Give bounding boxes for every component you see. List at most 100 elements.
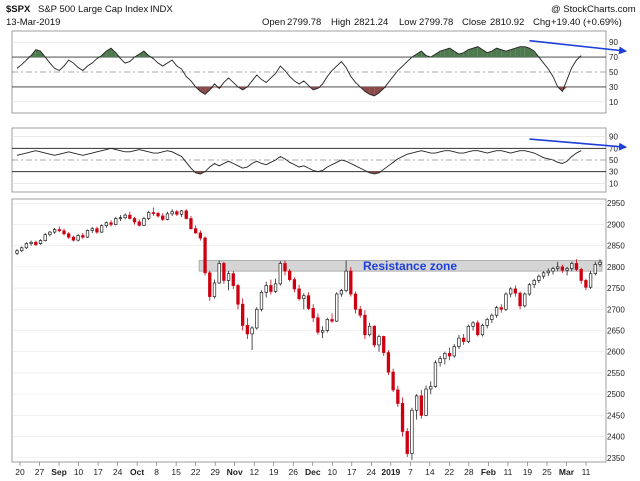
candle-body bbox=[104, 222, 108, 227]
candle-body bbox=[588, 273, 593, 288]
x-axis: 20 27 Sep 10 17 24 Oct 8 15 22 29 Nov 12 19 26 Dec 10 17 2… bbox=[15, 462, 591, 477]
candle bbox=[494, 305, 499, 318]
candle bbox=[335, 292, 339, 323]
candle bbox=[499, 304, 503, 313]
x-tick-label: 7 bbox=[408, 467, 413, 477]
candle-body bbox=[255, 308, 259, 329]
candle-body bbox=[593, 263, 597, 275]
candle bbox=[579, 267, 583, 284]
candle-body bbox=[419, 395, 423, 416]
candle bbox=[76, 233, 80, 242]
price-tick-label: 2500 bbox=[607, 390, 625, 399]
x-tick-label: Feb bbox=[481, 467, 496, 477]
candle-body bbox=[377, 336, 381, 346]
price-tick-label: 2700 bbox=[607, 305, 625, 314]
candle bbox=[288, 268, 292, 282]
indicator-line bbox=[16, 46, 582, 97]
candle-body bbox=[302, 295, 306, 300]
overbought-fill bbox=[454, 51, 459, 58]
candle bbox=[433, 360, 438, 388]
candle-body bbox=[292, 279, 297, 290]
candle-body bbox=[245, 325, 250, 335]
oversold-fill bbox=[200, 86, 206, 95]
resistance-zone bbox=[198, 260, 603, 272]
candle-body bbox=[179, 210, 184, 215]
x-tick-label: 14 bbox=[425, 467, 435, 477]
level-label-70: 70 bbox=[609, 144, 618, 153]
oversold-fill bbox=[369, 86, 375, 96]
candle-body bbox=[71, 236, 76, 241]
candle bbox=[57, 226, 61, 233]
candle bbox=[447, 347, 452, 361]
x-tick-label: 20 bbox=[15, 467, 25, 477]
candle-body bbox=[546, 270, 550, 274]
candle-body bbox=[414, 395, 419, 411]
overbought-fill bbox=[515, 46, 521, 58]
candle-body bbox=[297, 288, 301, 300]
candle-body bbox=[405, 431, 409, 454]
candle-body bbox=[330, 319, 334, 322]
candle bbox=[410, 407, 414, 460]
candle bbox=[339, 288, 344, 297]
candle-body bbox=[335, 293, 339, 322]
candle-body bbox=[518, 292, 522, 307]
overbought-fill bbox=[435, 51, 441, 58]
candle-body bbox=[175, 211, 179, 215]
candle bbox=[226, 271, 231, 291]
oversold-fill bbox=[209, 86, 215, 90]
price-panel: 2350 2400 2450 2500 2550 2600 2650 2700 2750 2800… bbox=[12, 199, 625, 463]
candle-body bbox=[273, 283, 278, 292]
candle bbox=[570, 261, 574, 272]
x-tick-label: 8 bbox=[154, 467, 159, 477]
candle bbox=[471, 321, 475, 331]
x-tick-label: 19 bbox=[269, 467, 279, 477]
symbol-label: $SPX bbox=[6, 4, 31, 15]
candle bbox=[518, 291, 522, 310]
candle bbox=[476, 320, 480, 337]
candle-body bbox=[320, 330, 325, 333]
candle-body bbox=[391, 371, 395, 391]
candle-body bbox=[236, 285, 240, 305]
candle-body bbox=[325, 319, 329, 331]
candle bbox=[532, 278, 536, 289]
candle bbox=[114, 216, 118, 226]
candle bbox=[71, 235, 76, 242]
candle bbox=[419, 389, 423, 419]
candle bbox=[151, 207, 155, 216]
candle bbox=[67, 232, 71, 239]
candle bbox=[438, 355, 442, 367]
overbought-fill bbox=[524, 46, 530, 58]
overbought-fill bbox=[106, 48, 112, 58]
candle bbox=[90, 226, 94, 233]
candle bbox=[523, 292, 527, 308]
x-tick-label: 11 bbox=[504, 467, 513, 477]
candle-body bbox=[433, 362, 438, 387]
candle bbox=[443, 351, 447, 365]
candle bbox=[62, 228, 66, 236]
candle-body bbox=[349, 270, 353, 295]
level-label-90: 90 bbox=[609, 38, 618, 47]
candle bbox=[208, 271, 212, 301]
candle-body bbox=[367, 325, 372, 336]
candle-body bbox=[184, 210, 188, 219]
x-tick-label: 15 bbox=[171, 467, 181, 477]
candle bbox=[278, 260, 282, 286]
candle bbox=[306, 292, 311, 311]
indicator-panel-2: 90 70 50 30 10 bbox=[12, 133, 627, 188]
x-tick-label: Mar bbox=[559, 467, 575, 477]
candle bbox=[81, 232, 85, 239]
candle bbox=[414, 394, 419, 420]
candle-body bbox=[118, 217, 123, 220]
candle bbox=[377, 334, 381, 352]
candle-body bbox=[396, 389, 400, 404]
price-tick-label: 2550 bbox=[607, 369, 625, 378]
date-label: 13-Mar-2019 bbox=[6, 17, 60, 28]
candle bbox=[551, 266, 555, 275]
x-tick-label: 11 bbox=[582, 467, 591, 477]
candle-body bbox=[353, 293, 358, 310]
candle bbox=[170, 209, 174, 216]
candle-body bbox=[34, 241, 38, 246]
candle-body bbox=[85, 230, 90, 238]
overbought-fill bbox=[139, 51, 144, 58]
divergence-arrow bbox=[529, 138, 627, 151]
